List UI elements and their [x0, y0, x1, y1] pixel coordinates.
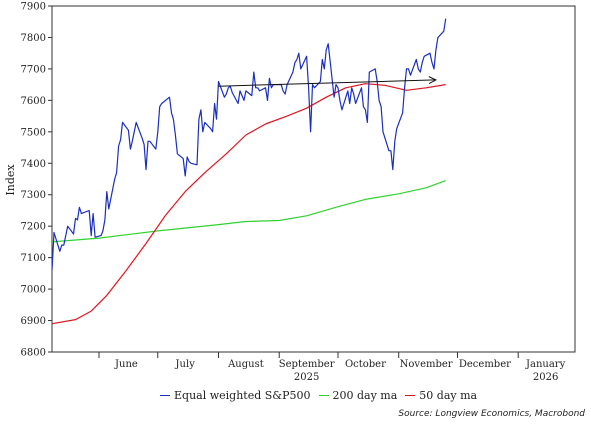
legend: Equal weighted S&P500 200 day ma 50 day … — [160, 389, 477, 402]
series-line-1 — [51, 180, 446, 243]
y-tick-label: 7200 — [21, 222, 46, 233]
y-tick-label: 7500 — [21, 127, 46, 138]
annotations — [218, 76, 438, 87]
series-line-0 — [51, 18, 447, 271]
series-line-2 — [51, 83, 446, 325]
y-tick-label: 7800 — [21, 33, 46, 44]
axes: 6800 6900 7000 7100 7200 7300 7400 7500 7600 7700… — [21, 2, 576, 383]
y-tick-label: 6800 — [21, 348, 46, 359]
x-tick-label: September — [279, 359, 335, 370]
y-tick-label: 7100 — [21, 253, 46, 264]
y-tick-label: 7900 — [21, 2, 46, 13]
y-tick-label: 7700 — [21, 64, 46, 75]
x-tick-label: August — [227, 359, 264, 370]
legend-label: 200 day ma — [332, 389, 398, 402]
legend-swatch-blue — [160, 395, 170, 396]
trend-arrow-head — [428, 76, 438, 85]
legend-item-50ma: 50 day ma — [405, 389, 477, 402]
y-tick-label: 7600 — [21, 96, 46, 107]
series-group — [51, 18, 447, 325]
legend-item-equal-weighted: Equal weighted S&P500 — [160, 389, 311, 402]
source-note: Source: Longview Economics, Macrobond — [398, 409, 585, 419]
y-tick-label: 6900 — [21, 316, 46, 327]
x-tick-label: January — [525, 359, 566, 370]
legend-label: Equal weighted S&P500 — [174, 389, 311, 402]
trend-arrow-line — [218, 79, 435, 87]
legend-swatch-red — [405, 395, 416, 396]
x-tick-label: December — [459, 359, 511, 370]
y-axis-label: Index — [4, 164, 17, 196]
y-tick-label: 7000 — [21, 285, 46, 296]
plot-frame — [51, 5, 576, 353]
legend-item-200ma: 200 day ma — [318, 389, 398, 402]
legend-swatch-green — [318, 395, 329, 396]
x-tick-label: July — [175, 359, 196, 370]
y-tick-label: 7400 — [21, 159, 46, 170]
x-tick-year: 2025 — [294, 372, 319, 383]
x-tick-label: October — [345, 359, 386, 370]
x-tick-label: June — [114, 359, 138, 370]
x-tick-year: 2026 — [533, 372, 558, 383]
y-tick-label: 7300 — [21, 190, 46, 201]
x-tick-label: November — [400, 359, 453, 370]
legend-label: 50 day ma — [419, 389, 478, 402]
